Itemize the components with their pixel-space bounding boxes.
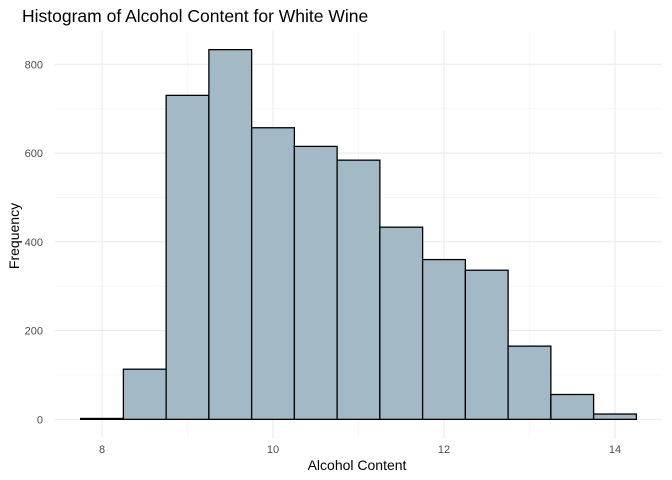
histogram-bar-4 [208, 48, 253, 421]
histogram-bar-2 [122, 368, 167, 421]
x-tick-label: 10 [267, 444, 279, 456]
tick-labels-layer: 0 200 400 600 800 8 10 12 14 [25, 59, 621, 456]
y-tick-label: 600 [25, 148, 43, 160]
histogram-bar-3 [165, 94, 210, 421]
histogram-bar-13 [592, 413, 638, 421]
y-tick-label: 0 [37, 414, 43, 426]
x-axis-title: Alcohol Content [308, 457, 407, 473]
bars-layer [79, 48, 638, 421]
x-tick-label: 14 [609, 444, 621, 456]
y-tick-label: 400 [25, 237, 43, 249]
histogram-bar-8 [379, 226, 424, 421]
x-tick-label: 12 [438, 444, 450, 456]
chart-title: Histogram of Alcohol Content for White W… [22, 6, 368, 26]
y-tick-label: 200 [25, 326, 43, 338]
histogram-bar-9 [421, 258, 467, 421]
y-axis-title: Frequency [6, 203, 22, 269]
histogram-bar-5 [250, 127, 296, 421]
x-tick-label: 8 [99, 444, 105, 456]
histogram-bar-11 [507, 345, 552, 421]
y-tick-label: 800 [25, 59, 43, 71]
histogram-bar-6 [293, 145, 338, 421]
histogram-bar-10 [464, 269, 509, 421]
histogram-bar-12 [550, 393, 595, 421]
histogram-bar-7 [336, 159, 381, 421]
histogram-bar-1 [79, 417, 125, 421]
